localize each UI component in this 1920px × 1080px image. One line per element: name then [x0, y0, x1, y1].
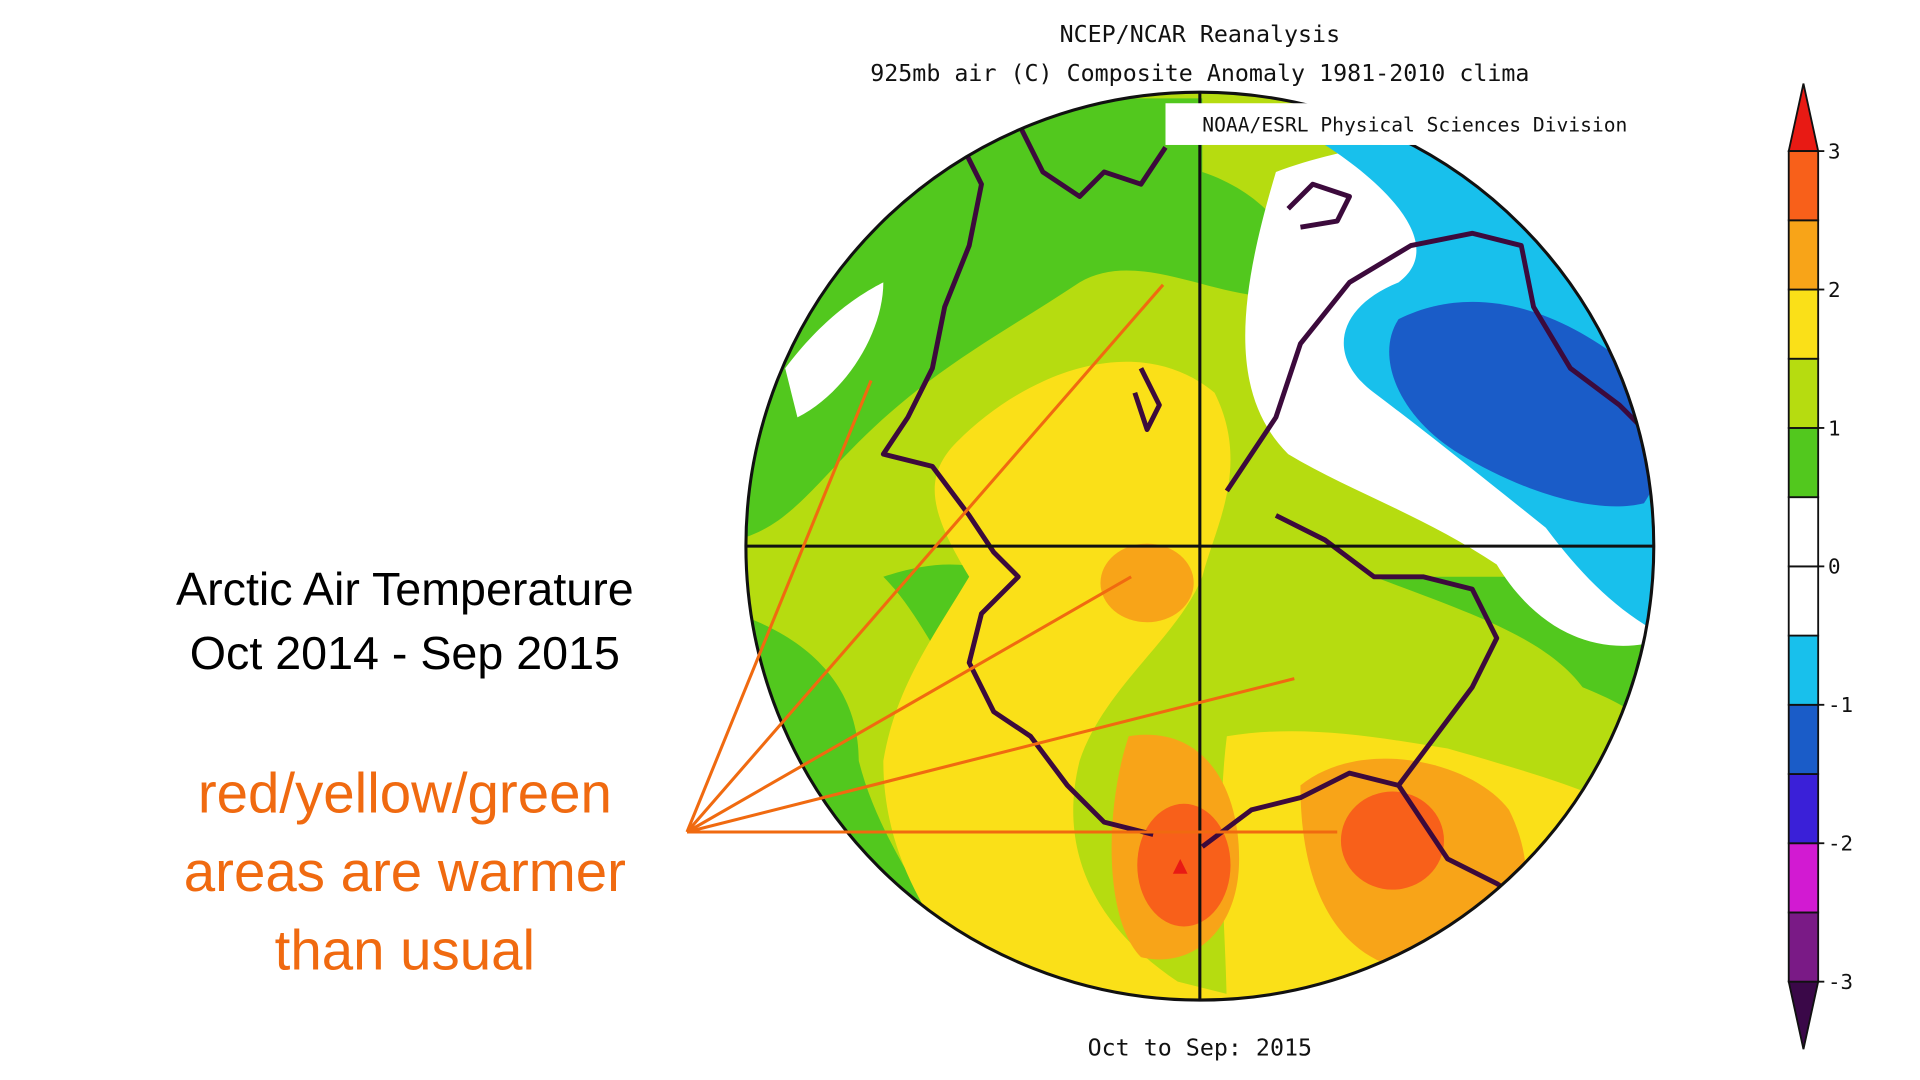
pointer — [686, 575, 1132, 834]
color-band — [1787, 288, 1820, 360]
map-outline — [744, 90, 1656, 1002]
coastline — [1016, 121, 1168, 199]
coastline — [1132, 367, 1162, 433]
note: than usual — [275, 918, 535, 981]
note: areas are warmer — [184, 840, 626, 903]
pointer-lines — [685, 283, 1338, 834]
color-band — [1787, 634, 1820, 706]
coastline — [1286, 181, 1352, 230]
region-orange — [1100, 543, 1194, 623]
map-subtitle: 925mb air (C) Composite Anomaly 1981-201… — [870, 60, 1529, 87]
colorbar-end — [1787, 83, 1820, 153]
color-band — [1787, 773, 1820, 845]
region-orange-red — [1340, 791, 1444, 890]
color-band — [1787, 427, 1820, 499]
pointer — [685, 283, 1165, 833]
heading: Arctic Air Temperature — [176, 563, 634, 615]
colorbar-tick-label: 0 — [1828, 555, 1841, 579]
color-band — [1787, 150, 1820, 222]
map-title: NCEP/NCAR Reanalysis — [1060, 21, 1341, 48]
heading: Oct 2014 - Sep 2015 — [190, 627, 620, 679]
color-band — [1787, 357, 1820, 429]
colorbar-tick-label: 2 — [1828, 278, 1841, 302]
region-red — [1172, 858, 1188, 874]
coastline — [1224, 230, 1654, 493]
period: Oct to Sep: 2015 — [1088, 1034, 1312, 1061]
color-band — [1787, 496, 1820, 568]
credit-box — [1165, 103, 1651, 145]
colorbar-tick-label: -2 — [1828, 832, 1853, 856]
pointer — [685, 379, 873, 833]
color-band — [1787, 565, 1820, 637]
region-yellow — [883, 361, 1325, 1001]
region-orange-red — [1137, 803, 1231, 927]
credit: NOAA/ESRL Physical Sciences Division — [1202, 113, 1627, 136]
note: red/yellow/green — [198, 761, 612, 824]
colorbar-tick-label: 3 — [1828, 139, 1841, 163]
colorbar: 3 2 1 0 -1 -2 -3 — [1787, 83, 1853, 1050]
colorbar-tick-label: -3 — [1828, 970, 1853, 994]
color-band — [1787, 219, 1820, 291]
colorbar-end — [1787, 980, 1820, 1050]
color-band — [1787, 911, 1820, 983]
colorbar-tick-label: 1 — [1828, 416, 1841, 440]
color-band — [1787, 703, 1820, 775]
region-white — [785, 282, 884, 418]
color-band — [1787, 842, 1820, 914]
colorbar-tick-label: -1 — [1828, 693, 1853, 717]
coastline — [1200, 513, 1500, 849]
pointer — [686, 677, 1295, 834]
region-blue — [1389, 301, 1654, 507]
